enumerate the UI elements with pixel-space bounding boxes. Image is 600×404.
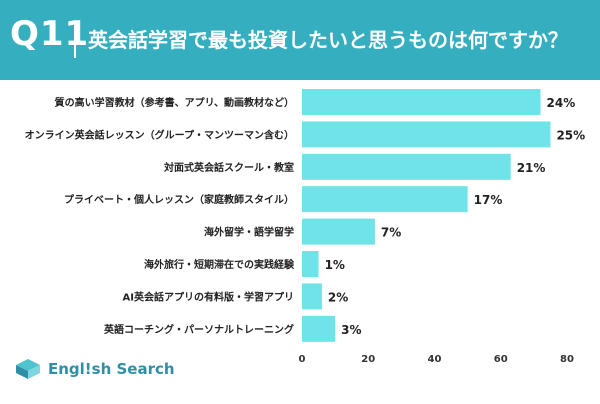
category-label-1: 質の高い学習教材（参考書、アプリ、動画教材など） bbox=[55, 96, 294, 109]
category-label-6: 海外旅行・短期滞在での実践経験 bbox=[144, 258, 295, 271]
category-label-7: AI英会話アプリの有料版・学習アプリ bbox=[123, 290, 294, 303]
bar-3 bbox=[302, 153, 511, 180]
value-label-8: 3% bbox=[341, 323, 361, 337]
category-label-4: プライベート・個人レッスン（家庭教師スタイル） bbox=[64, 193, 294, 206]
bar-2 bbox=[302, 121, 551, 148]
category-label-5: 海外留学・語学留学 bbox=[204, 226, 294, 239]
category-label-8: 英語コーチング・パーソナルトレーニング bbox=[103, 323, 294, 336]
bar-7 bbox=[302, 283, 322, 310]
category-label-2: オンライン英会話レッスン（グループ・マンツーマン含む） bbox=[25, 128, 294, 141]
bar-1 bbox=[302, 89, 541, 115]
book-icon bbox=[16, 359, 40, 379]
question-header: Q11 英会話学習で最も投資したいと思うものは何ですか？ bbox=[0, 0, 600, 80]
value-label-1: 24% bbox=[547, 96, 576, 110]
value-label-7: 2% bbox=[328, 290, 348, 304]
x-tick-label-4: 60 bbox=[494, 354, 508, 365]
value-label-2: 25% bbox=[556, 128, 585, 142]
x-tick-label-2: 20 bbox=[361, 354, 375, 365]
bar-4 bbox=[302, 186, 468, 213]
x-tick-label-5: 80 bbox=[560, 354, 574, 365]
header-divider bbox=[74, 22, 76, 58]
value-label-5: 7% bbox=[381, 226, 401, 240]
brand-name: Engl!sh Search bbox=[48, 360, 175, 378]
x-tick-label-1: 0 bbox=[299, 354, 306, 365]
question-title: 英会話学習で最も投資したいと思うものは何ですか？ bbox=[88, 28, 568, 52]
bar-5 bbox=[302, 218, 375, 245]
bar-6 bbox=[302, 251, 319, 277]
bar-8 bbox=[302, 315, 336, 342]
category-label-3: 対面式英会話スクール・教室 bbox=[163, 161, 294, 174]
value-label-6: 1% bbox=[325, 258, 345, 272]
value-label-4: 17% bbox=[474, 193, 503, 207]
value-label-3: 21% bbox=[517, 161, 546, 175]
brand-logo: Engl!sh Search bbox=[14, 356, 175, 382]
x-tick-label-3: 40 bbox=[428, 354, 442, 365]
